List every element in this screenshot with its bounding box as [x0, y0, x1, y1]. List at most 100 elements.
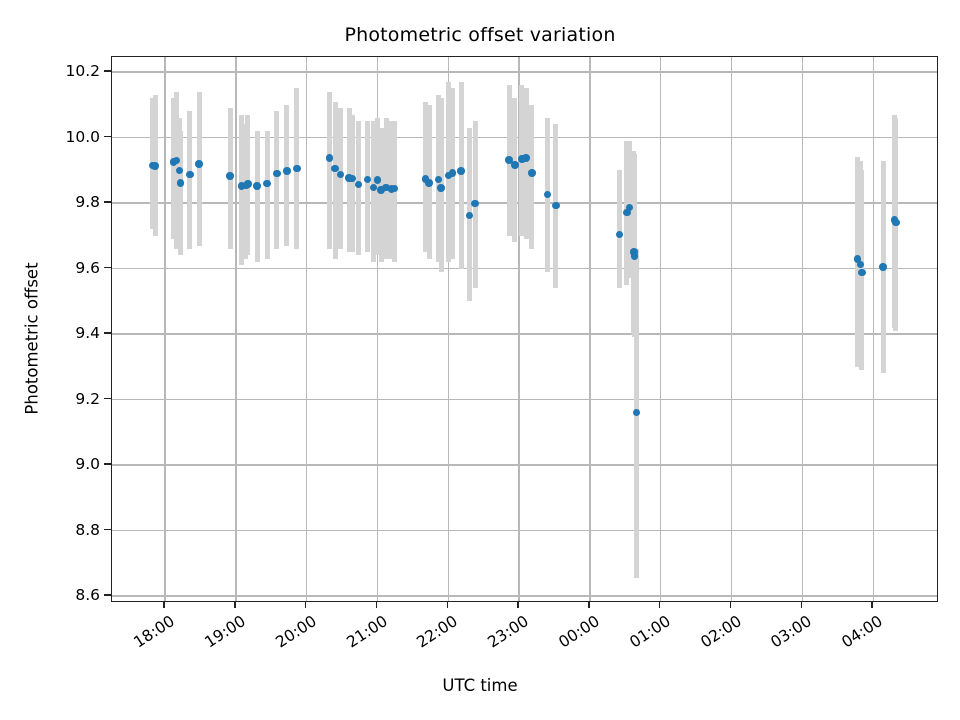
y-tick-label: 8.6 [75, 586, 100, 605]
x-tick-label: 00:00 [555, 612, 603, 652]
x-tick-label: 23:00 [484, 612, 532, 652]
data-point [151, 162, 159, 170]
data-point [382, 183, 390, 192]
data-point [465, 211, 474, 220]
x-tick-mark [517, 602, 519, 608]
y-tick-mark [104, 201, 111, 203]
y-tick-mark [104, 594, 111, 596]
x-tick-label: 21:00 [343, 612, 391, 652]
data-point [552, 201, 560, 210]
data-point [293, 164, 301, 173]
data-point [858, 268, 866, 277]
x-tick-mark [800, 602, 803, 608]
data-point [253, 182, 261, 190]
error-bar [512, 98, 518, 243]
gridline-horizontal [112, 595, 937, 597]
gridline-vertical [872, 57, 874, 601]
y-tick-label: 9.0 [75, 455, 100, 474]
x-tick-mark [163, 602, 165, 608]
error-bar [349, 114, 355, 253]
x-tick-mark [871, 602, 873, 608]
data-point [175, 166, 183, 175]
data-point [377, 186, 385, 194]
data-point [354, 180, 363, 189]
data-point [195, 160, 203, 168]
y-tick-label: 9.6 [75, 258, 100, 277]
x-tick-label: 20:00 [272, 612, 320, 652]
data-point [528, 169, 536, 177]
error-bar [523, 88, 529, 240]
gridline-horizontal [112, 464, 937, 466]
plot-area [111, 56, 938, 602]
gridline-horizontal [112, 529, 937, 532]
data-point [457, 167, 465, 175]
data-point [632, 408, 641, 417]
gridline-horizontal [112, 71, 937, 73]
data-point [511, 161, 519, 169]
x-tick-label: 03:00 [767, 612, 816, 652]
gridline-vertical [447, 57, 449, 601]
error-bar [171, 98, 177, 240]
data-point [630, 248, 638, 256]
error-bar [617, 170, 623, 289]
gridline-horizontal [112, 333, 937, 335]
gridline-vertical [518, 57, 520, 601]
data-point [369, 183, 378, 192]
x-tick-mark [305, 602, 307, 608]
y-tick-mark [104, 70, 111, 72]
y-axis-tick-labels: 8.6 8.8 9.0 9.2 9.4 9.6 9.8 10.0 10.2 [0, 0, 111, 720]
y-tick-mark [104, 266, 111, 269]
gridline-vertical [235, 57, 237, 601]
error-bar [632, 153, 638, 338]
gridline-vertical [660, 57, 662, 601]
gridline-vertical [376, 57, 379, 601]
data-point [186, 170, 194, 178]
x-tick-label: 22:00 [413, 612, 462, 652]
x-tick-label: 19:00 [201, 612, 249, 652]
error-bar [355, 121, 361, 256]
data-point [625, 203, 634, 212]
data-point [437, 184, 445, 192]
error-bar [274, 111, 280, 249]
data-point [444, 171, 453, 180]
error-bar [370, 121, 376, 263]
data-point [176, 179, 185, 187]
data-layer [112, 57, 937, 601]
x-tick-label: 04:00 [838, 612, 886, 652]
data-point [172, 156, 181, 165]
gridline-vertical [730, 57, 733, 601]
data-point [505, 156, 513, 164]
data-point [879, 263, 887, 271]
error-bar [178, 131, 184, 256]
data-point [425, 179, 433, 187]
error-bar [338, 108, 344, 249]
error-bar [187, 111, 193, 249]
x-axis-label: UTC time [442, 676, 518, 695]
error-bar [196, 91, 202, 246]
data-point [448, 169, 457, 177]
data-point [363, 175, 372, 184]
data-point [522, 154, 530, 162]
data-point [331, 164, 339, 173]
x-tick-label: 02:00 [697, 612, 745, 652]
error-bar [365, 121, 371, 253]
y-tick-mark [104, 463, 111, 465]
x-tick-mark [659, 602, 661, 608]
data-point [518, 155, 526, 163]
data-point [471, 199, 479, 208]
data-point [348, 174, 356, 183]
data-point [434, 175, 443, 184]
x-tick-mark [729, 602, 732, 608]
y-tick-mark [104, 135, 111, 138]
y-tick-label: 10.2 [65, 62, 100, 81]
error-bar [458, 81, 464, 269]
x-tick-label: 18:00 [130, 612, 178, 652]
chart-title: Photometric offset variation [344, 24, 616, 46]
x-tick-mark [375, 602, 378, 608]
y-tick-mark [104, 528, 111, 531]
x-tick-mark [588, 602, 590, 608]
error-bar [332, 101, 338, 259]
data-point [226, 172, 234, 180]
